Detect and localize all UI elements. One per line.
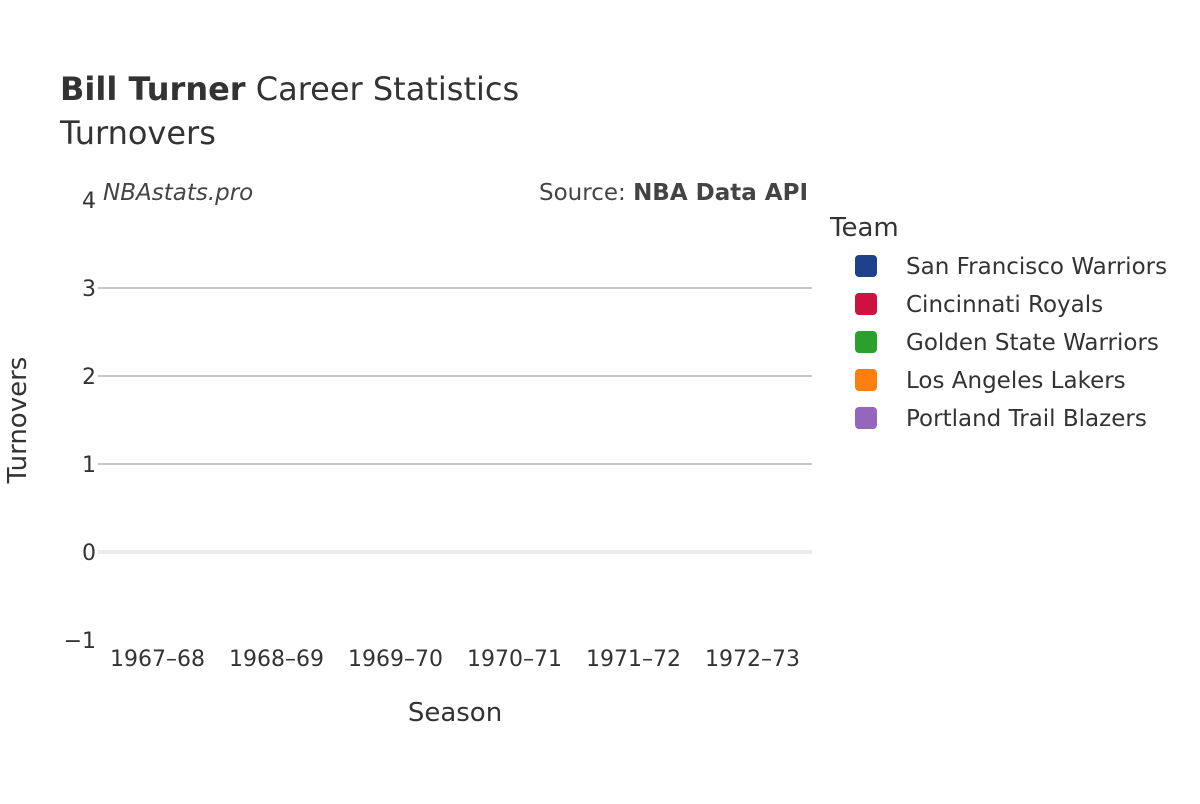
x-tick-label: 1971–72 <box>586 647 681 672</box>
legend-label: San Francisco Warriors <box>906 254 1167 280</box>
x-tick-labels: 1967–68 1968–69 1969–70 1970–71 1971–72 1972–… <box>110 647 800 672</box>
chart-title-rest: Career Statistics <box>246 70 520 108</box>
x-tick-label: 1972–73 <box>705 647 800 672</box>
legend-label: Golden State Warriors <box>906 330 1159 356</box>
legend-swatch <box>855 255 877 277</box>
x-tick-label: 1967–68 <box>110 647 205 672</box>
legend-swatch <box>855 407 877 429</box>
source-text: Source: NBA Data API <box>539 180 808 206</box>
y-axis-title: Turnovers <box>3 357 33 485</box>
legend-swatch <box>855 331 877 353</box>
watermark-text: NBAstats.pro <box>103 180 253 206</box>
y-tick-labels: −1 0 1 2 3 4 <box>64 189 96 654</box>
x-tick-label: 1969–70 <box>348 647 443 672</box>
x-tick-label: 1970–71 <box>467 647 562 672</box>
x-tick-label: 1968–69 <box>229 647 324 672</box>
y-tick-label: 3 <box>82 277 96 302</box>
legend-swatch <box>855 293 877 315</box>
y-tick-label: −1 <box>64 629 96 654</box>
y-tick-label: 0 <box>82 541 96 566</box>
legend-label: Los Angeles Lakers <box>906 368 1126 394</box>
legend-label: Cincinnati Royals <box>906 292 1103 318</box>
legend: San Francisco Warriors Cincinnati Royals G… <box>855 254 1167 432</box>
gridlines <box>98 287 812 554</box>
legend-label: Portland Trail Blazers <box>906 406 1147 432</box>
chart-title: Bill Turner Career Statistics <box>60 70 519 108</box>
y-tick-label: 4 <box>82 189 96 214</box>
y-tick-label: 1 <box>82 453 96 478</box>
chart-title-player: Bill Turner <box>60 70 246 108</box>
legend-swatch <box>855 369 877 391</box>
x-axis-title: Season <box>408 698 502 728</box>
source-prefix: Source: <box>539 180 633 206</box>
legend-title: Team <box>829 213 899 243</box>
source-name: NBA Data API <box>633 180 808 206</box>
y-tick-label: 2 <box>82 365 96 390</box>
chart-subtitle: Turnovers <box>59 114 216 152</box>
